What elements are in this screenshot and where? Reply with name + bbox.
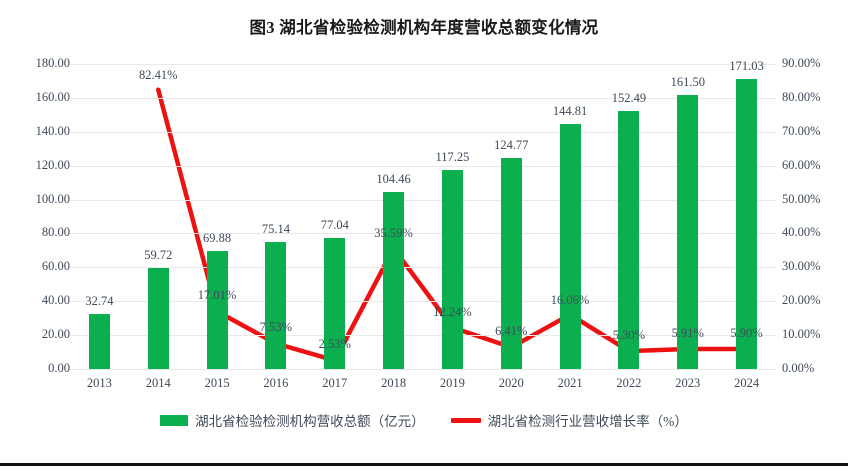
x-axis-tick: 2023 — [675, 376, 701, 390]
gridline — [70, 267, 776, 269]
y-axis-left-tick: 100.00 — [35, 191, 70, 206]
y-axis-right-tick: 20.00% — [782, 293, 821, 308]
y-axis-right-tick: 70.00% — [782, 123, 821, 138]
bar-value-label: 104.46 — [376, 171, 411, 186]
bar-value-label: 171.03 — [729, 59, 764, 74]
x-axis-tick: 2022 — [616, 376, 642, 390]
bar — [147, 267, 169, 369]
gridline — [70, 131, 776, 133]
gridline — [70, 369, 776, 370]
bar-value-label: 59.72 — [144, 247, 173, 262]
legend-line-swatch-icon — [450, 417, 481, 423]
gridline — [70, 199, 776, 201]
y-axis-right-tick: 40.00% — [782, 225, 821, 240]
growth-rate-label: 82.41% — [138, 67, 178, 82]
x-axis-tick: 2020 — [498, 376, 524, 390]
x-axis-tick: 2024 — [734, 376, 760, 390]
bar-value-label: 124.77 — [494, 137, 529, 152]
legend-entry-growth-rate: 湖北省检测行业营收增长率（%） — [450, 410, 688, 430]
y-axis-left-tick: 160.00 — [35, 89, 70, 104]
gridline — [70, 97, 776, 99]
y-axis-right-tick: 10.00% — [782, 327, 821, 342]
y-axis-right-tick: 90.00% — [782, 56, 821, 70]
bar — [383, 192, 405, 369]
y-axis-left-tick: 40.00 — [41, 293, 70, 308]
y-axis-left-tick: 20.00 — [41, 327, 70, 342]
y-axis-right-tick: 80.00% — [782, 89, 821, 104]
bar — [324, 238, 346, 369]
bar-value-label: 77.04 — [320, 218, 349, 233]
y-axis-left-tick: 80.00 — [41, 225, 70, 240]
x-axis-tick: 2021 — [557, 376, 583, 390]
bar-value-label: 117.25 — [435, 150, 470, 165]
y-axis-right-tick: 0.00% — [782, 361, 815, 375]
x-axis-tick: 2014 — [145, 376, 171, 390]
bar-value-label: 32.74 — [85, 293, 114, 308]
bar — [736, 79, 758, 369]
y-axis-left-tick: 120.00 — [35, 157, 70, 172]
growth-rate-label: 35.59% — [374, 226, 413, 241]
gridline — [70, 165, 776, 167]
y-axis-right-tick: 50.00% — [782, 191, 821, 206]
gridline — [70, 301, 776, 303]
bar-value-label: 161.50 — [670, 75, 705, 90]
y-axis-left-tick: 180.00 — [35, 56, 70, 70]
bottom-rule — [0, 463, 848, 466]
plot-area — [70, 64, 776, 370]
bar-value-label: 152.49 — [611, 90, 647, 105]
y-axis-left-tick: 0.00 — [48, 361, 70, 375]
chart-legend: 湖北省检验检测机构营收总额（亿元） 湖北省检测行业营收增长率（%） — [0, 410, 848, 430]
growth-rate-label: 12.24% — [433, 304, 472, 319]
legend-label-revenue: 湖北省检验检测机构营收总额（亿元） — [195, 414, 425, 429]
bar — [206, 250, 228, 369]
growth-rate-label: 17.01% — [197, 288, 237, 303]
legend-label-growth-rate: 湖北省检测行业营收增长率（%） — [487, 414, 688, 429]
bar — [441, 170, 463, 369]
x-axis-tick: 2018 — [381, 376, 407, 390]
bar — [265, 241, 287, 369]
chart-title: 图3 湖北省检验检测机构年度营收总额变化情况 — [249, 18, 599, 37]
legend-bar-swatch-icon — [160, 414, 189, 426]
legend-entry-revenue: 湖北省检验检测机构营收总额（亿元） — [160, 410, 425, 430]
bar — [559, 123, 581, 369]
x-axis-tick: 2017 — [322, 376, 348, 390]
growth-rate-label: 5.30% — [612, 328, 646, 343]
bar-value-label: 69.88 — [203, 230, 232, 245]
growth-rate-label: 16.06% — [550, 292, 590, 307]
bar — [88, 313, 110, 369]
gridline — [70, 233, 776, 235]
bar — [500, 157, 522, 369]
bar-value-label: 144.81 — [552, 103, 588, 118]
y-axis-left-tick: 60.00 — [41, 259, 70, 274]
bar — [618, 110, 640, 369]
y-axis-left-tick: 140.00 — [35, 123, 70, 138]
x-axis-tick: 2019 — [439, 376, 465, 390]
gridline — [70, 335, 776, 337]
bar-value-label: 75.14 — [261, 221, 290, 236]
growth-rate-label: 6.41% — [495, 324, 528, 339]
x-axis-tick: 2016 — [263, 376, 289, 390]
growth-rate-line — [156, 87, 749, 363]
growth-rate-label: 5.90% — [730, 326, 763, 340]
x-axis-tick: 2013 — [86, 376, 112, 390]
y-axis-right-tick: 60.00% — [782, 157, 821, 172]
growth-rate-label: 5.91% — [671, 325, 704, 340]
y-axis-right-tick: 30.00% — [782, 259, 821, 274]
growth-rate-label: 2.53% — [318, 337, 351, 352]
bar — [677, 95, 699, 369]
x-axis-tick: 2015 — [204, 376, 230, 390]
gridline — [70, 64, 776, 65]
growth-rate-label: 7.53% — [259, 320, 293, 335]
